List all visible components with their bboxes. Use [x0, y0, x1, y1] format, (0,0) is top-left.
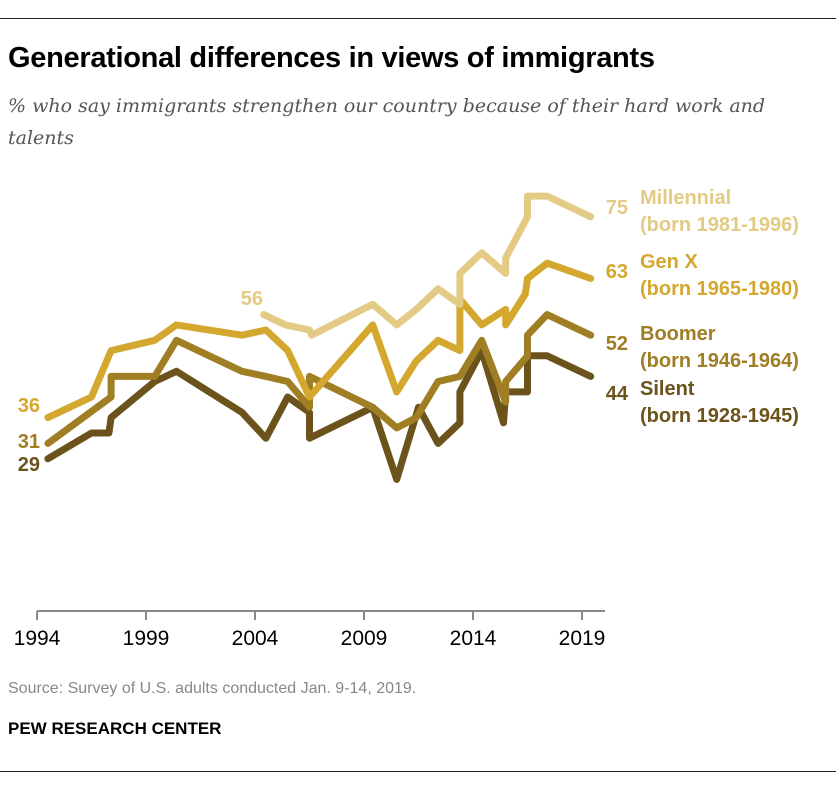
- series-name-label-millennial: Millennial: [640, 187, 731, 209]
- end-value-label-gen-x: 63: [606, 261, 628, 283]
- bottom-rule: [0, 771, 836, 772]
- series-sublabel-silent: (born 1928-1945): [640, 405, 799, 427]
- series-line-millennial: [260, 192, 595, 339]
- series-sublabel-gen-x: (born 1965-1980): [640, 278, 799, 300]
- chart-title: Generational differences in views of imm…: [8, 42, 655, 74]
- series-line-gen-x: [44, 259, 595, 422]
- end-value-label-silent: 44: [606, 383, 629, 405]
- series-line-silent: [44, 347, 595, 483]
- x-tick-label: 1999: [123, 627, 170, 650]
- end-value-label-boomer: 52: [606, 333, 628, 355]
- series-name-label-boomer: Boomer: [640, 323, 716, 345]
- series-name-label-gen-x: Gen X: [640, 251, 698, 273]
- x-tick-label: 2009: [341, 627, 388, 650]
- series-sublabel-boomer: (born 1946-1964): [640, 350, 799, 372]
- x-tick-label: 2014: [450, 627, 497, 650]
- x-tick-label: 2004: [232, 627, 279, 650]
- top-rule: [0, 18, 836, 19]
- end-value-label-millennial: 75: [606, 197, 628, 219]
- x-tick-label: 2019: [559, 627, 606, 650]
- start-value-label-gen-x: 36: [18, 395, 40, 417]
- start-value-label-silent: 29: [18, 454, 40, 476]
- source-note: Source: Survey of U.S. adults conducted …: [8, 680, 417, 697]
- x-tick-label: 1994: [14, 627, 61, 650]
- series-line-boomer: [44, 311, 595, 447]
- start-value-label-millennial: 56: [241, 288, 263, 310]
- start-value-label-boomer: 31: [18, 431, 40, 453]
- chart-subtitle: % who say immigrants strengthen our coun…: [8, 95, 766, 149]
- series-sublabel-millennial: (born 1981-1996): [640, 214, 799, 236]
- series-name-label-silent: Silent: [640, 378, 695, 400]
- brand-label: PEW RESEARCH CENTER: [8, 719, 222, 738]
